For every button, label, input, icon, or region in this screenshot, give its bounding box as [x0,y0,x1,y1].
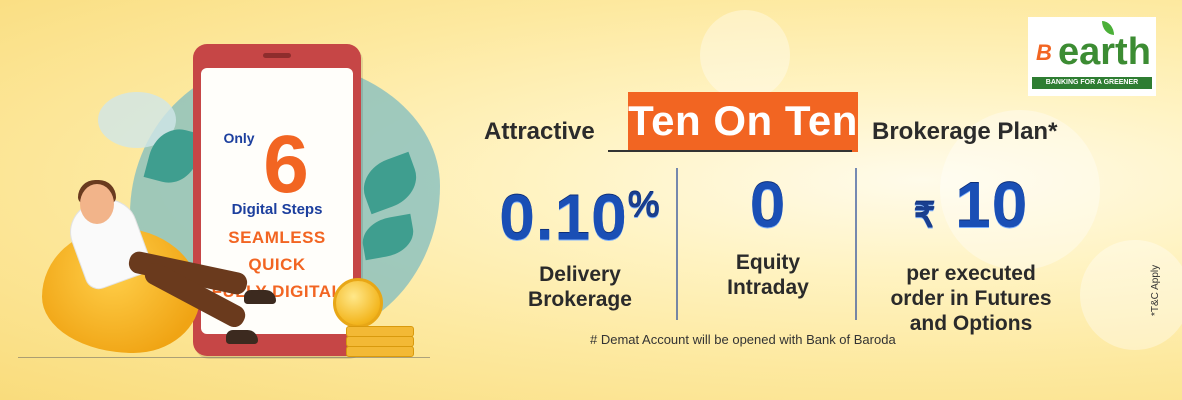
floor-line [18,357,430,358]
offer-value: 0 [749,169,787,241]
bob-earth-logo: B earth BANKING FOR A GREENER PLANET [1028,17,1156,98]
digital-steps-label: Digital Steps [231,201,323,218]
offer-intraday: 0 Equity Intraday [684,170,852,320]
bokeh-light [1080,240,1182,350]
logo-tagline: BANKING FOR A GREENER PLANET [1032,77,1152,98]
offer-description: per executed order in Futures and Option… [866,261,1076,336]
offer-desc-line: per executed [906,262,1036,285]
headline-right: Brokerage Plan* [872,118,1058,145]
demat-footnote: # Demat Account will be opened with Bank… [590,332,896,347]
headline-underline [608,150,852,152]
steps-number: 6 [263,119,309,210]
offer-desc-line: and Options [909,312,1033,335]
feature-seamless: SEAMLESS [228,228,326,247]
coin-icon [333,278,383,328]
offer-delivery: 0.10% Delivery Brokerage [490,170,670,320]
headline-left: Attractive [484,118,595,145]
offer-suffix: % [627,184,661,225]
bob-mark-icon: B [1036,40,1052,65]
offer-desc-line: Intraday [727,276,809,299]
headline: Attractive Ten On Ten Brokerage Plan* [484,88,1084,152]
tc-disclaimer: *T&C Apply [1150,264,1161,316]
logo-name: earth [1058,31,1151,73]
coin-stack [346,346,414,357]
bokeh-light [940,110,1100,270]
person-shoe [226,330,258,344]
phone-speaker [263,53,291,58]
person-head [80,184,114,224]
offer-desc-line: Equity [735,251,801,274]
offer-description: Delivery Brokerage [490,262,670,312]
phone-screen: Only 6 Digital Steps SEAMLESS QUICK FULL… [201,68,353,334]
offer-futures-options: ₹ 10 per executed order in Futures and O… [866,170,1076,335]
offer-description: Equity Intraday [684,250,852,300]
offer-desc-line: order in Futures [890,287,1052,310]
person-shoe [244,290,276,304]
only-label: Only [223,130,255,146]
offer-desc-line: Brokerage [528,288,632,312]
offer-value: 0.10 [499,181,628,254]
bokeh-light [700,10,790,100]
rupee-icon: ₹ [913,197,937,235]
offer-value-row: 0.10% [490,170,670,252]
offer-value: 10 [955,169,1029,241]
offer-value-row: ₹ 10 [866,170,1076,251]
feature-quick: QUICK [248,255,306,274]
divider [676,168,678,320]
headline-highlight: Ten On Ten [628,92,858,152]
divider [855,168,857,320]
offer-desc-line: Delivery [539,263,621,287]
